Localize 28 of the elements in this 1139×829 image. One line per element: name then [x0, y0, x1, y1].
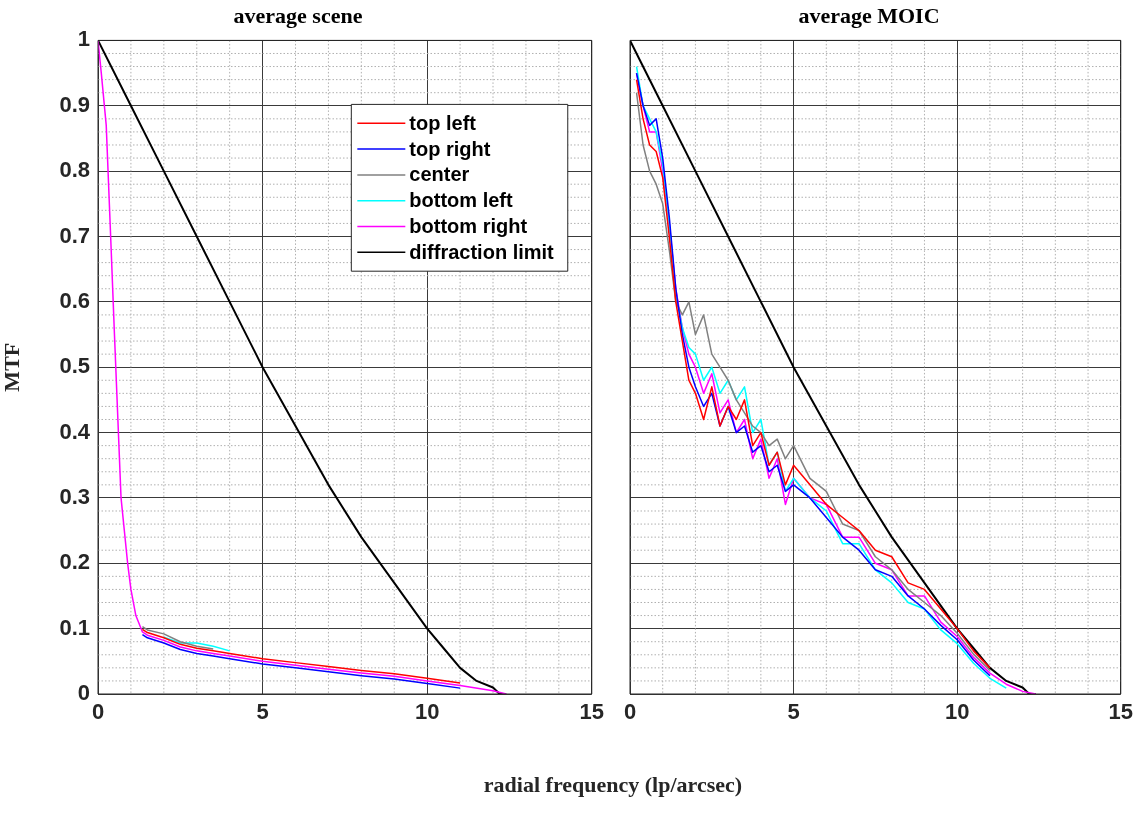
- y-tick-label: 0.9: [59, 91, 90, 117]
- x-tick-label: 0: [623, 699, 637, 725]
- y-tick-label: 0.4: [59, 418, 91, 444]
- y-tick-label: 0.1: [59, 614, 90, 640]
- x-tick-label: 10: [414, 699, 440, 725]
- chart-title: average scene: [233, 2, 363, 28]
- x-axis-title: radial frequency (lp/arcsec): [482, 772, 744, 798]
- legend-label: diffraction limit: [409, 240, 555, 263]
- y-tick-label: 1: [77, 26, 90, 52]
- y-tick-label: 0.8: [59, 157, 90, 183]
- x-tick-label: 15: [579, 699, 605, 725]
- legend-label: top left: [409, 111, 477, 134]
- x-tick-label: 10: [944, 699, 970, 725]
- legend-label: bottom right: [409, 215, 528, 238]
- x-tick-label: 5: [256, 699, 269, 725]
- y-tick-label: 0: [77, 680, 90, 706]
- y-tick-label: 0.5: [59, 353, 90, 379]
- x-tick-label: 15: [1108, 699, 1134, 725]
- legend-label: bottom left: [409, 189, 513, 212]
- y-tick-label: 0.6: [59, 287, 90, 313]
- y-tick-label: 0.3: [59, 483, 90, 509]
- chart-title: average MOIC: [798, 2, 940, 28]
- y-tick-label: 0.2: [59, 549, 90, 575]
- y-tick-label: 0.7: [59, 222, 90, 248]
- y-axis-title: MTF: [0, 342, 24, 392]
- legend-label: top right: [409, 137, 491, 160]
- legend-label: center: [409, 163, 470, 186]
- x-tick-label: 5: [787, 699, 800, 725]
